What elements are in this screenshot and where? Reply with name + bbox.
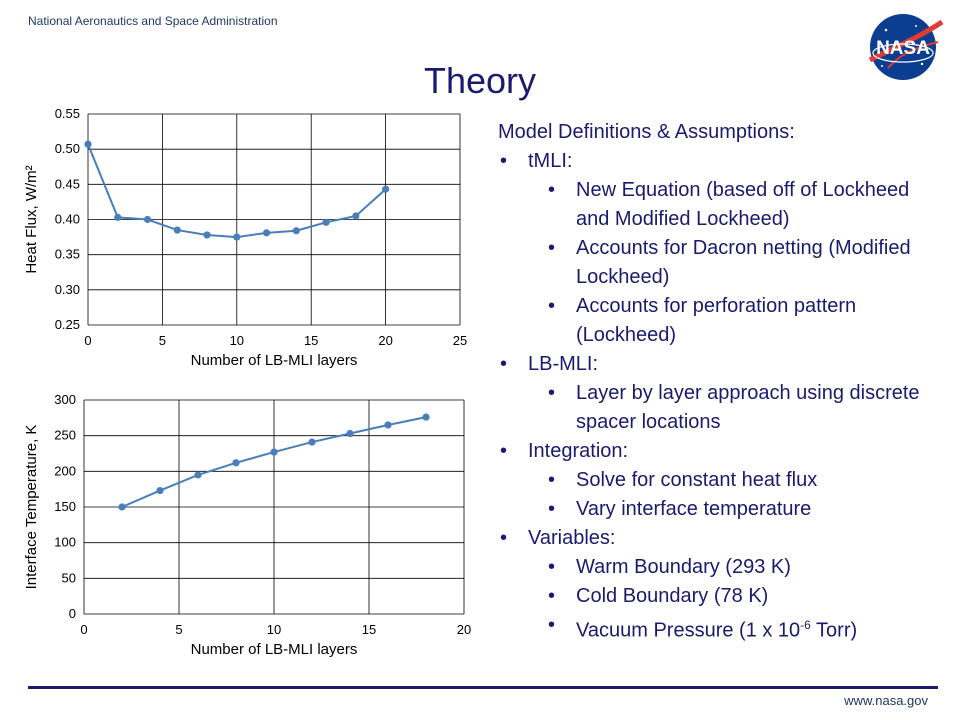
vacuum-suffix: Torr) [810,619,858,642]
vacuum-exponent: -6 [800,618,811,632]
heat-flux-data-point [233,233,241,241]
temperature-data-point [194,471,202,479]
section-label: LB-MLI: [498,350,938,379]
heat-flux-x-tick-label: 25 [453,333,467,348]
heat-flux-data-point [203,231,211,239]
heat-flux-data-point [114,213,122,221]
temperature-y-tick-label: 200 [54,463,76,478]
section-item: Vary interface temperature [498,495,938,524]
temperature-x-tick-label: 20 [457,622,471,637]
temperature-y-tick-label: 0 [69,606,76,621]
agency-name: National Aeronautics and Space Administr… [28,14,278,28]
temperature-data-point [384,421,392,429]
heat-flux-data-point [173,226,181,234]
vacuum-prefix: Vacuum Pressure (1 x 10 [576,619,801,642]
temperature-x-axis-label: Number of LB-MLI layers [191,641,358,658]
notes-heading: Model Definitions & Assumptions: [498,121,795,143]
temperature-data-point [156,486,164,495]
temperature-data-point [346,429,354,438]
nasa-logo-icon: NASA [868,14,944,80]
heat-flux-data-point [262,229,271,237]
interface-temperature-chart: 0 50 100 150 200 250 300 0 5 10 15 20 Number of LB-M… [23,392,471,658]
heat-flux-x-tick-label: 5 [159,333,166,348]
temperature-x-tick-label: 0 [80,622,87,637]
section-item: Accounts for perforation pattern (Lockhe… [498,292,938,350]
vacuum-pressure-item: Vacuum Pressure (1 x 10-6 Torr) [498,611,938,646]
temperature-data-point [232,459,240,467]
heat-flux-data-point [352,212,360,220]
temperature-y-tick-label: 50 [62,570,76,585]
footer-rule [28,686,938,689]
section-label: Integration: [498,437,938,466]
heat-flux-data-point [84,140,92,148]
heat-flux-x-axis-label: Number of LB-MLI layers [191,352,358,369]
heat-flux-y-tick-label: 0.50 [55,141,80,156]
model-notes: Model Definitions & Assumptions: tMLI: N… [498,118,938,646]
heat-flux-y-tick-label: 0.30 [55,282,80,297]
heat-flux-data-point [322,218,330,226]
heat-flux-x-tick-label: 10 [230,333,244,348]
temperature-data-point [118,503,126,511]
temperature-data-point [422,413,430,421]
heat-flux-y-tick-label: 0.25 [55,317,80,332]
temperature-data-point [270,448,278,456]
temperature-x-tick-label: 10 [267,622,281,637]
heat-flux-x-tick-label: 20 [378,333,392,348]
footer-url: www.nasa.gov [844,693,928,708]
section-item: Accounts for Dacron netting (Modified Lo… [498,234,938,292]
heat-flux-x-tick-label: 0 [84,333,91,348]
heat-flux-chart: 0.25 0.30 0.35 0.40 0.45 0.50 0.55 0 5 10 15 20 25 Nu… [23,106,467,369]
temperature-y-tick-label: 300 [54,392,76,407]
temperature-y-axis-label: Interface Temperature, K [23,425,40,590]
section-item: Solve for constant heat flux [498,466,938,495]
temperature-x-tick-label: 5 [175,622,182,637]
temperature-y-tick-label: 150 [54,499,76,514]
heat-flux-data-point [143,215,152,224]
temperature-y-tick-label: 250 [54,428,76,443]
temperature-data-point [308,438,316,446]
section-label: Variables: [498,524,938,553]
section-item: New Equation (based off of Lockheed and … [498,176,938,234]
heat-flux-data-point [292,227,300,235]
section-item: Layer by layer approach using discrete s… [498,379,938,437]
svg-text:NASA: NASA [876,38,930,59]
slide-title: Theory [423,60,537,101]
heat-flux-y-tick-label: 0.45 [55,176,80,191]
notes-list: tMLI: New Equation (based off of Lockhee… [498,147,938,646]
section-item: Warm Boundary (293 K) [498,553,938,582]
heat-flux-y-tick-label: 0.35 [55,247,80,262]
heat-flux-data-point [382,185,390,193]
section-label: tMLI: [498,147,938,176]
temperature-y-tick-label: 100 [54,535,76,550]
heat-flux-y-axis-label: Heat Flux, W/m² [23,165,40,273]
temperature-x-tick-label: 15 [362,622,376,637]
heat-flux-x-tick-label: 15 [304,333,318,348]
section-item: Cold Boundary (78 K) [498,582,938,611]
heat-flux-y-tick-label: 0.40 [55,212,80,227]
heat-flux-y-tick-label: 0.55 [55,106,80,121]
